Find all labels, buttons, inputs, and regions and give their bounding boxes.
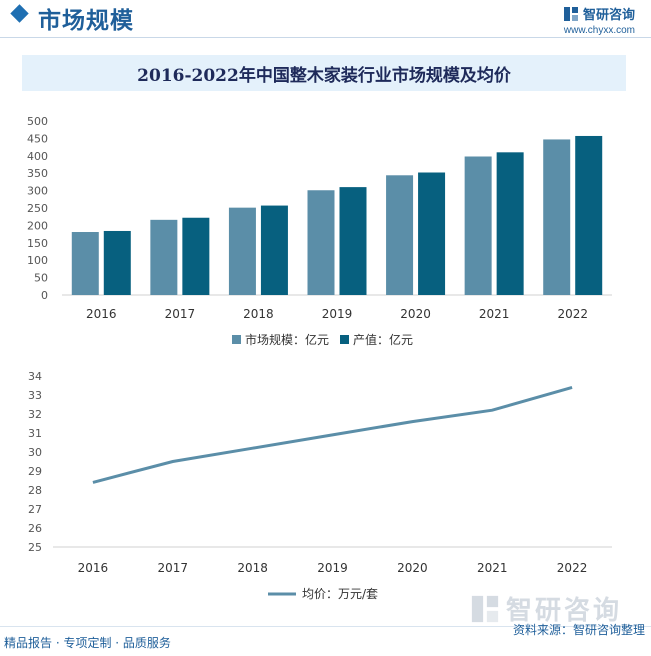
bar-x-tick-label: 2018: [243, 307, 274, 321]
bar-y-tick-label: 150: [27, 237, 48, 250]
bar-y-tick-label: 0: [41, 289, 48, 302]
footer-services: 精品报告 · 专项定制 · 品质服务: [4, 634, 171, 651]
bar-market-size-2020: [386, 175, 413, 295]
bar-output-2020: [418, 173, 445, 295]
line-x-tick-label: 2021: [477, 561, 508, 575]
bar-y-tick-label: 250: [27, 202, 48, 215]
line-y-tick-label: 26: [28, 522, 42, 535]
line-x-tick-label: 2019: [317, 561, 348, 575]
line-y-tick-label: 28: [28, 484, 42, 497]
line-y-tick-label: 29: [28, 465, 42, 478]
footer: 精品报告 · 专项定制 · 品质服务 资料来源：智研咨询整理: [0, 626, 651, 656]
bar-chart: 0 50 100 150 200 250 300 350 400 450 500 2016 2017 20…: [27, 115, 612, 347]
bar-y-tick-label: 100: [27, 254, 48, 267]
line-chart: 25 26 27 28 29 30 31 32 33 34 2016 2017 2018 2019 2020…: [28, 370, 612, 601]
line-y-tick-label: 34: [28, 370, 42, 383]
bar-market-size-2019: [308, 190, 335, 295]
line-x-tick-label: 2017: [158, 561, 189, 575]
legend-label: 均价：万元/套: [302, 587, 378, 601]
bar-market-size-2016: [72, 232, 99, 295]
bar-y-tick-label: 350: [27, 167, 48, 180]
bar-y-tick-label: 200: [27, 219, 48, 232]
bar-output-2019: [340, 187, 367, 295]
bar-output-2017: [182, 218, 209, 295]
legend-label: 产值：亿元: [353, 332, 413, 347]
bar-y-tick-label: 300: [27, 185, 48, 198]
line-y-tick-label: 33: [28, 389, 42, 402]
bar-x-tick-label: 2022: [557, 307, 588, 321]
bar-x-tick-label: 2016: [86, 307, 117, 321]
line-x-tick-label: 2020: [397, 561, 428, 575]
bar-x-tick-label: 2017: [165, 307, 196, 321]
line-y-tick-label: 27: [28, 503, 42, 516]
line-x-tick-label: 2018: [237, 561, 268, 575]
watermark-logo-icon: [470, 594, 500, 624]
line-y-tick-label: 31: [28, 427, 42, 440]
bar-output-2021: [497, 152, 524, 295]
legend-swatch: [340, 335, 349, 344]
bar-market-size-2018: [229, 208, 256, 295]
line-y-tick-label: 25: [28, 541, 42, 554]
footer-source: 资料来源：智研咨询整理: [513, 621, 645, 638]
bar-x-tick-label: 2020: [400, 307, 431, 321]
bar-output-2022: [575, 136, 602, 295]
bar-x-tick-label: 2021: [479, 307, 510, 321]
bar-y-tick-label: 450: [27, 132, 48, 145]
bar-market-size-2021: [465, 156, 492, 295]
bar-x-tick-label: 2019: [322, 307, 353, 321]
line-x-tick-label: 2016: [78, 561, 109, 575]
bar-y-tick-label: 500: [27, 115, 48, 128]
bar-market-size-2022: [543, 139, 570, 295]
bar-y-tick-label: 400: [27, 150, 48, 163]
bar-output-2016: [104, 231, 131, 295]
line-x-tick-label: 2022: [557, 561, 588, 575]
legend-label: 市场规模：亿元: [245, 332, 329, 347]
bar-output-2018: [261, 206, 288, 295]
line-y-tick-label: 32: [28, 408, 42, 421]
bar-market-size-2017: [150, 220, 177, 295]
legend-swatch: [232, 335, 241, 344]
line-y-tick-label: 30: [28, 446, 42, 459]
bar-y-tick-label: 50: [34, 272, 48, 285]
